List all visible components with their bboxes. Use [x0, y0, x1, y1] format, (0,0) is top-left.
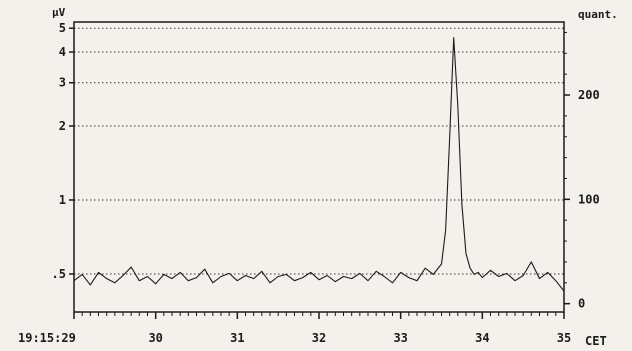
- x-axis-tick-label: 34: [475, 331, 489, 345]
- x-axis: 30 31 32 33 34 35: [73, 312, 571, 345]
- left-axis-tick-label: .5: [52, 267, 66, 281]
- left-axis-unit-label: µV: [52, 6, 66, 19]
- left-axis-tick-label: 1: [59, 193, 66, 207]
- left-axis-tick-label: 4: [59, 45, 66, 59]
- right-axis-tick-label: 0: [578, 297, 585, 311]
- right-axis-tick-label: 200: [578, 88, 600, 102]
- left-axis: 5 4 3 2 1 .5: [52, 21, 74, 281]
- left-axis-tick-label: 2: [59, 119, 66, 133]
- x-axis-tick-label: 33: [393, 331, 407, 345]
- plot-frame: [73, 21, 565, 313]
- grid: [74, 27, 564, 275]
- left-axis-tick-label: 5: [59, 21, 66, 35]
- series-line: [73, 37, 565, 292]
- x-axis-tick-label: 35: [557, 331, 571, 345]
- right-axis-tick-label: 100: [578, 192, 600, 206]
- x-axis-tick-label: 30: [148, 331, 162, 345]
- x-axis-start-time: 19:15:29: [18, 331, 76, 345]
- x-axis-tick-label: 31: [230, 331, 244, 345]
- right-axis-unit-label: quant.: [578, 8, 618, 21]
- x-axis-tick-label: 32: [312, 331, 326, 345]
- right-axis: 200 100 0: [564, 31, 600, 311]
- left-axis-tick-label: 3: [59, 76, 66, 90]
- x-axis-unit-label: CET: [585, 334, 607, 348]
